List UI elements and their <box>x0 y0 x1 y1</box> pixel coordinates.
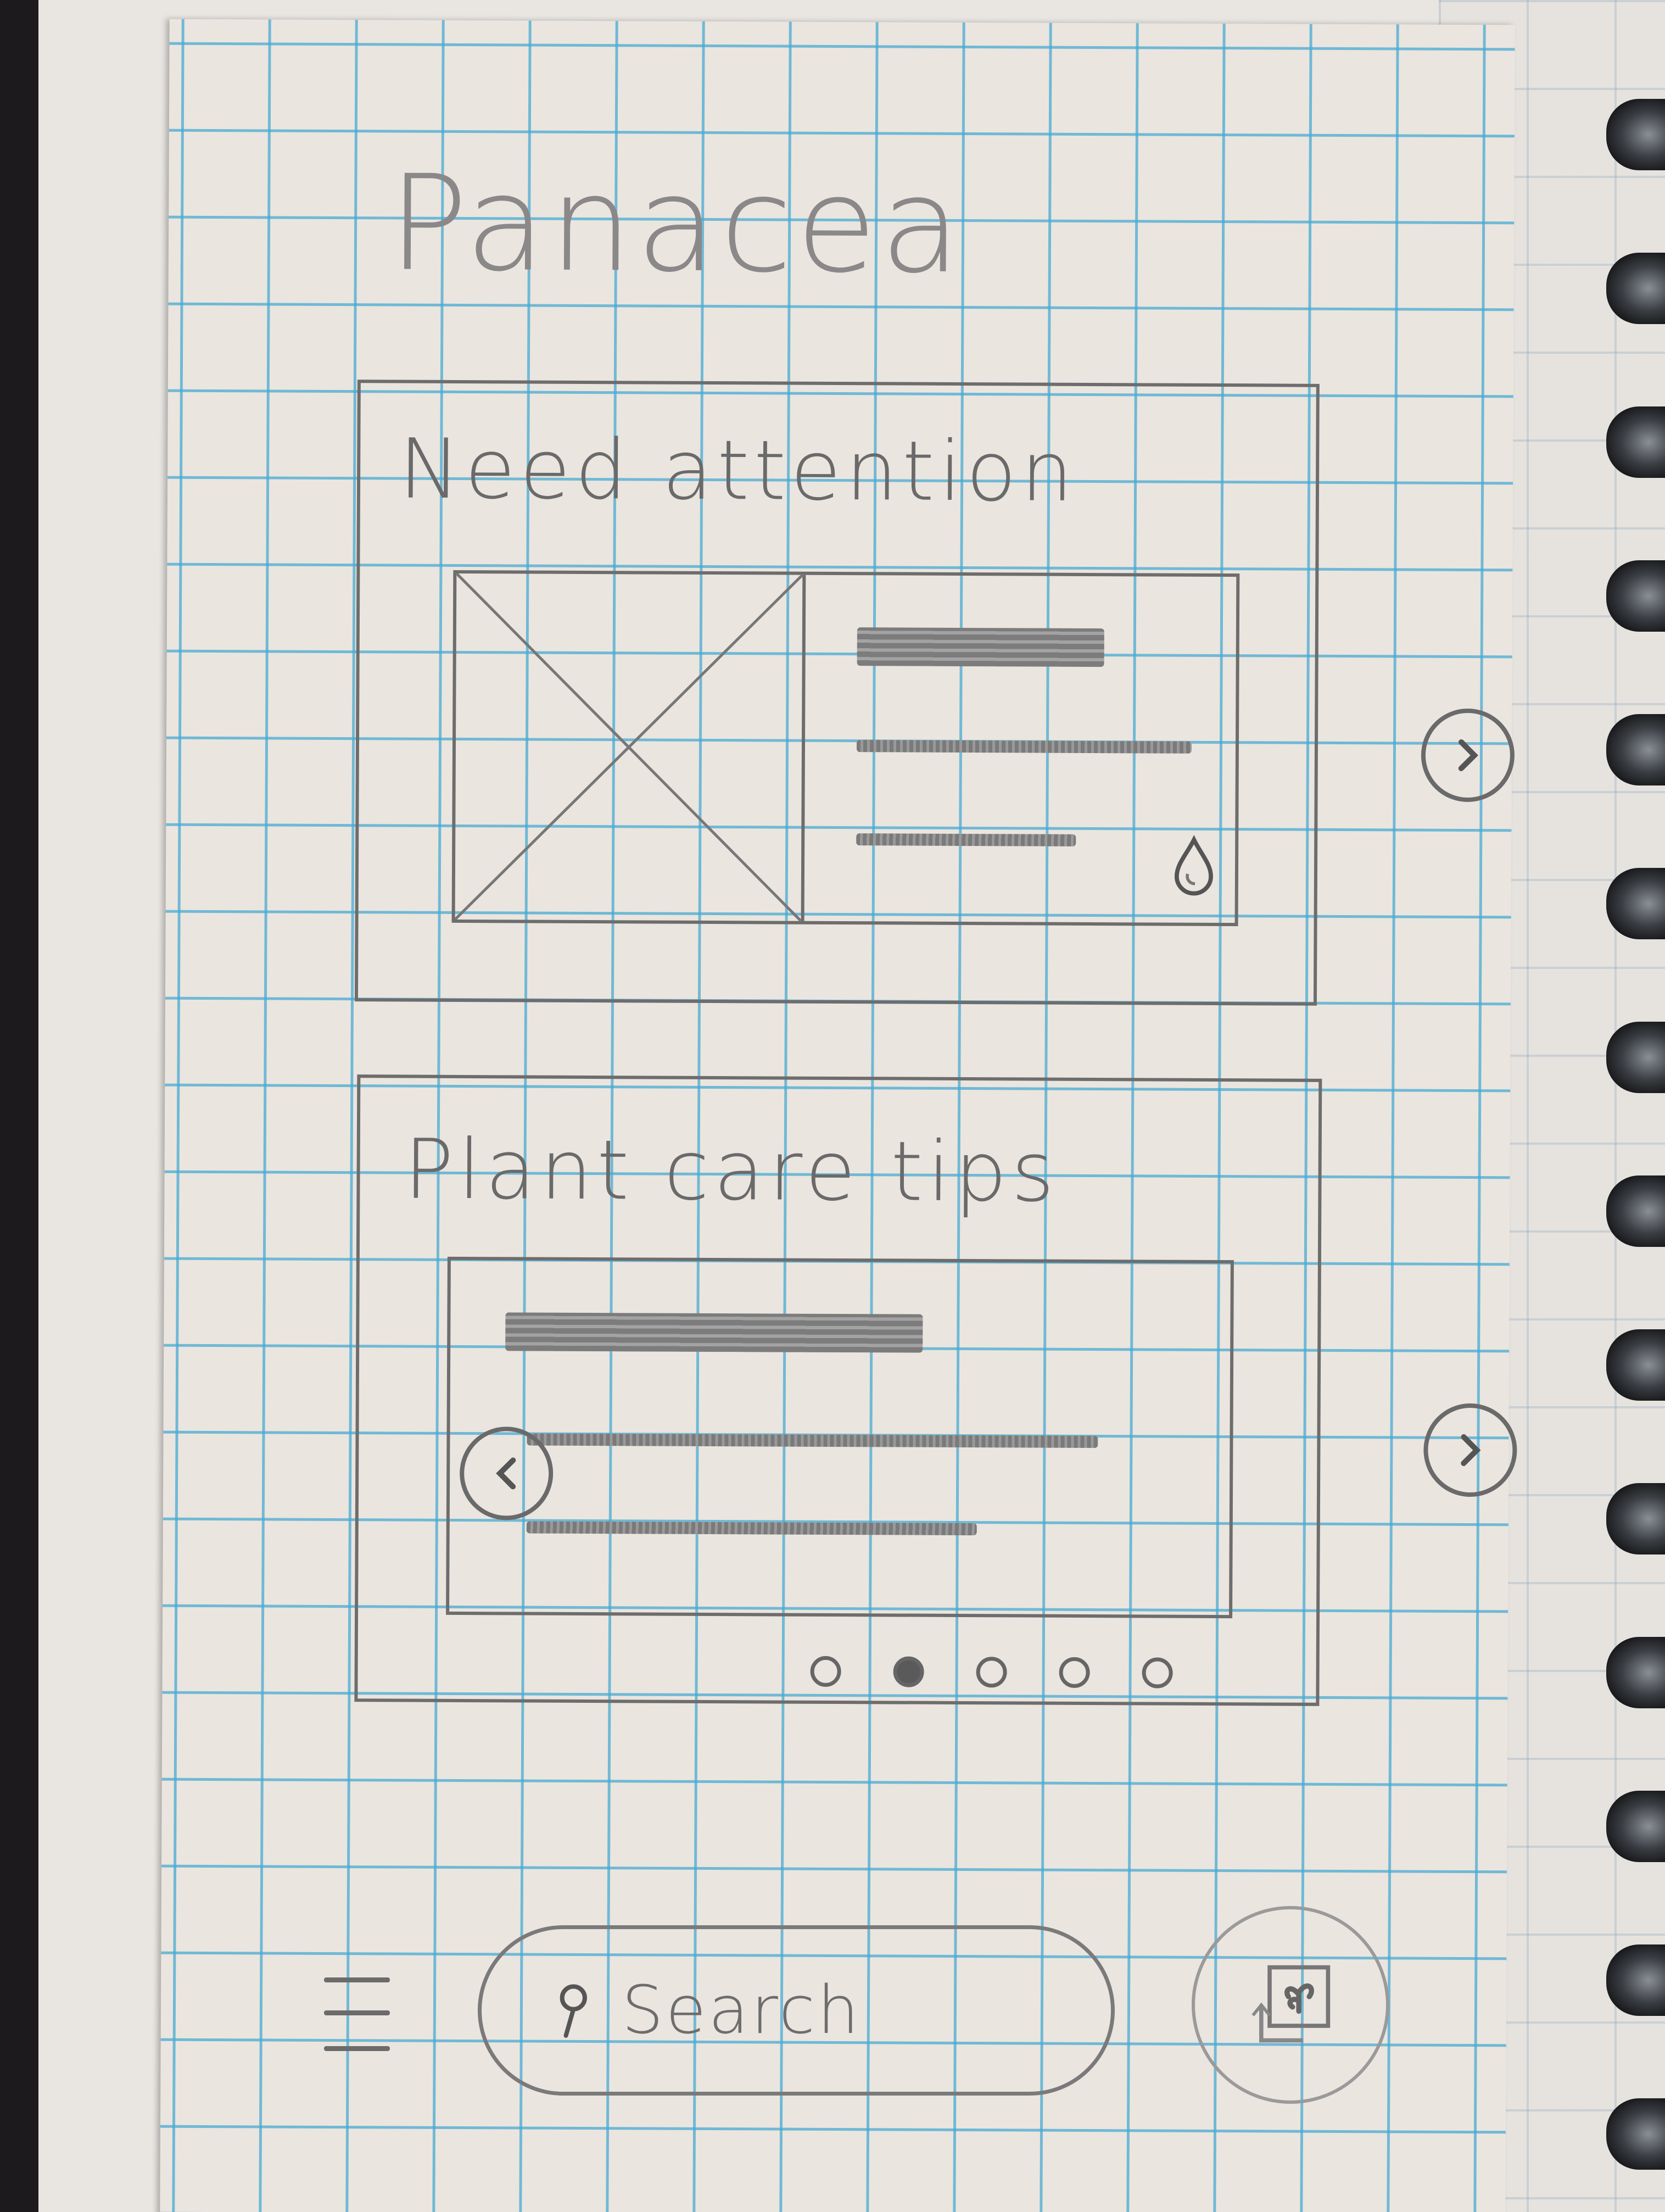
carousel-pagination <box>810 1656 1173 1689</box>
menu-line <box>324 1977 390 1982</box>
water-drop-icon <box>1174 835 1213 896</box>
tip-title-placeholder <box>505 1312 923 1353</box>
carousel-dot[interactable] <box>810 1656 841 1687</box>
carousel-dot[interactable] <box>1059 1657 1090 1689</box>
plant-image-placeholder <box>455 573 806 921</box>
plant-care-tips-section: Plant care tips <box>354 1074 1322 1706</box>
spiral-ring <box>1606 1022 1665 1093</box>
spiral-ring <box>1606 1944 1665 2016</box>
need-attention-next-button[interactable] <box>1421 708 1515 803</box>
tips-next-button[interactable] <box>1423 1403 1517 1497</box>
plant-card[interactable] <box>451 570 1240 927</box>
spiral-ring <box>1606 2098 1665 2170</box>
need-attention-section: Need attention <box>354 380 1320 1006</box>
search-input[interactable]: Search <box>478 1925 1115 2096</box>
plant-detail-line <box>856 740 1192 754</box>
spiral-ring <box>1606 1329 1665 1401</box>
carousel-dot[interactable] <box>893 1656 924 1687</box>
plant-photo-button[interactable] <box>1192 1906 1389 2104</box>
chevron-right-icon <box>1458 739 1478 771</box>
spiral-ring <box>1606 560 1665 632</box>
carousel-dot[interactable] <box>1142 1657 1173 1689</box>
spiral-ring <box>1606 714 1665 785</box>
chevron-left-icon <box>496 1457 516 1490</box>
spiral-ring <box>1606 1791 1665 1862</box>
app-title: Panacea <box>388 146 965 303</box>
notebook-spiral <box>1606 0 1665 2212</box>
spiral-ring <box>1606 868 1665 939</box>
tips-prev-button[interactable] <box>459 1427 554 1520</box>
section-title-need-attention: Need attention <box>398 421 1078 520</box>
spiral-ring <box>1606 253 1665 324</box>
tip-text-line <box>526 1521 977 1536</box>
section-title-plant-care-tips: Plant care tips <box>404 1122 1059 1221</box>
menu-line <box>324 2010 390 2015</box>
tip-text-line <box>527 1433 1098 1448</box>
carousel-dot[interactable] <box>976 1657 1007 1688</box>
plant-photo-icon <box>1251 1965 1331 2043</box>
plant-name-placeholder <box>857 627 1104 667</box>
spiral-ring <box>1606 1483 1665 1554</box>
search-placeholder: Search <box>622 1972 862 2049</box>
wireframe-screen: Panacea Need attention Plant care tips <box>160 19 1517 2212</box>
search-icon <box>560 1984 587 2038</box>
spiral-ring <box>1606 1637 1665 1708</box>
menu-line <box>324 2046 390 2051</box>
spiral-ring <box>1606 99 1665 170</box>
spiral-ring <box>1606 1175 1665 1247</box>
chevron-right-icon <box>1461 1434 1481 1466</box>
hamburger-menu-icon[interactable] <box>324 1955 395 2065</box>
spiral-ring <box>1606 406 1665 478</box>
plant-detail-line <box>856 833 1076 846</box>
tip-card[interactable] <box>446 1256 1234 1619</box>
